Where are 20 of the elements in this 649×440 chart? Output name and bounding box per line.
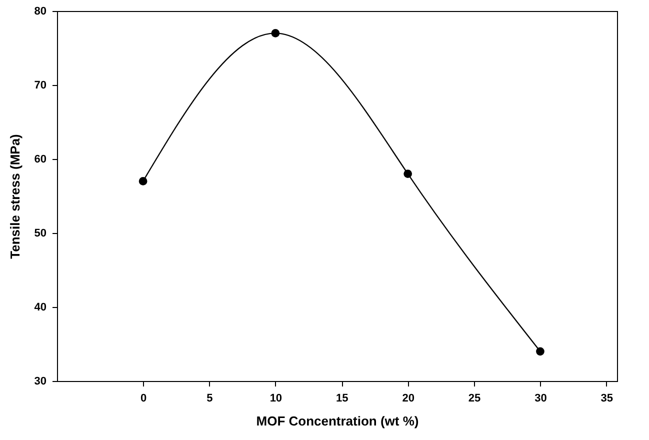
y-tick-label: 30 [34, 376, 46, 388]
x-tick-label: 10 [270, 392, 282, 404]
x-tick-label: 20 [402, 392, 414, 404]
point [271, 29, 280, 38]
x-axis-title: MOF Concentration (wt %) [256, 414, 419, 428]
y-tick-label: 70 [34, 80, 46, 92]
point [404, 170, 412, 178]
x-tick-label: 0 [140, 392, 147, 404]
x-tick-label: 25 [468, 392, 481, 404]
y-tick-label: 60 [34, 154, 46, 166]
y-axis-title: Tensile stress (MPa) [7, 134, 22, 259]
x-tick-label: 35 [600, 392, 614, 404]
point [536, 347, 544, 356]
y-tick-label: 80 [34, 6, 46, 18]
x-tick-label: 5 [206, 392, 213, 404]
y-tick-label: 40 [34, 302, 46, 314]
x-tick-label: 15 [336, 392, 348, 404]
point [138, 177, 148, 186]
y-tick-label: 50 [34, 228, 46, 240]
x-tick-label: 30 [534, 392, 547, 404]
